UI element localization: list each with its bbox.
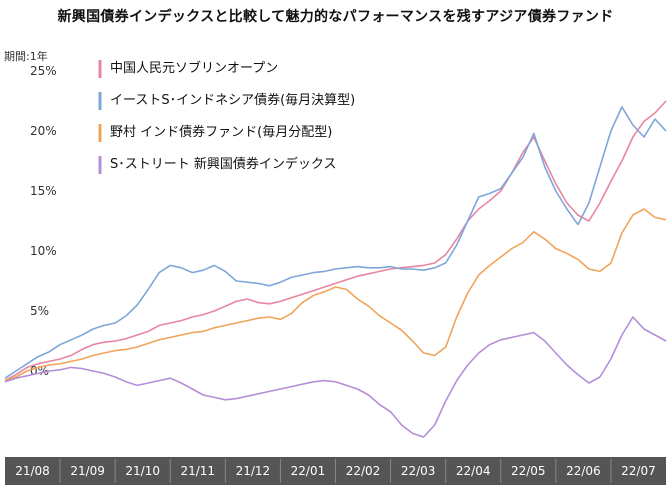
x-tick-label: 22/06 (566, 464, 601, 478)
legend-label: S･ストリート 新興国債券インデックス (110, 156, 337, 172)
y-axis: 0%5%10%15%20%25% (30, 64, 57, 378)
y-tick-label: 10% (30, 244, 57, 258)
y-tick-label: 5% (30, 304, 49, 318)
x-tick-label: 21/12 (236, 464, 271, 478)
x-tick-label: 22/01 (291, 464, 326, 478)
x-tick-label: 21/08 (15, 464, 50, 478)
period-label: 期間:1年 (4, 50, 48, 63)
series-line-2 (4, 106, 667, 379)
chart-title: 新興国債券インデックスと比較して魅力的なパフォーマンスを残すアジア債券ファンド (57, 9, 614, 25)
x-tick-label: 22/03 (401, 464, 436, 478)
legend-label: イーストS･インドネシア債券(毎月決算型) (110, 92, 355, 108)
legend-label: 野村 インド債券ファンド(毎月分配型) (110, 124, 332, 140)
x-tick-label: 21/09 (70, 464, 105, 478)
legend-label: 中国人民元ソブリンオープン (110, 60, 278, 76)
series-line-3 (4, 208, 667, 382)
x-axis: 21/08 21/09 21/10 21/11 21/12 22/01 22/02 22/03… (15, 459, 656, 483)
y-tick-label: 25% (30, 64, 57, 78)
series-line-1 (4, 100, 667, 382)
series-line-4 (4, 316, 667, 438)
x-tick-label: 22/02 (346, 464, 381, 478)
x-tick-label: 21/11 (180, 464, 215, 478)
series-lines (4, 100, 667, 438)
y-tick-label: 20% (30, 124, 57, 138)
legend-box (93, 56, 398, 184)
x-tick-label: 21/10 (125, 464, 160, 478)
x-tick-label: 22/05 (511, 464, 546, 478)
x-tick-label: 22/07 (621, 464, 656, 478)
y-tick-label: 15% (30, 184, 57, 198)
x-tick-label: 22/04 (456, 464, 491, 478)
